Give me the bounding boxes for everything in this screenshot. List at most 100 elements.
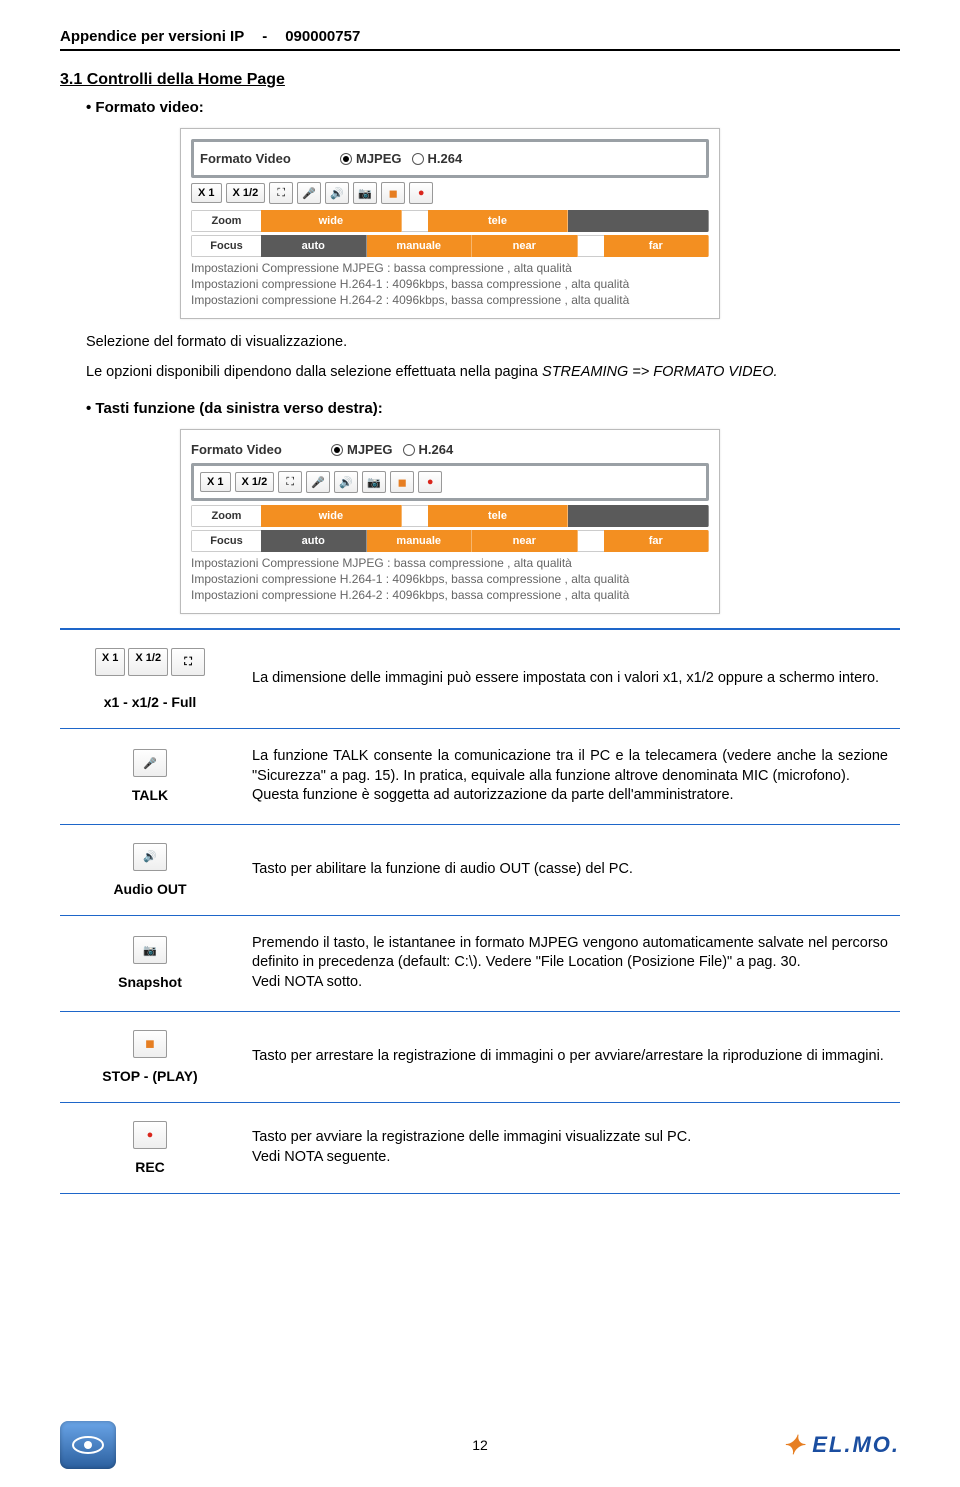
row-x1-btn2[interactable]: X 1/2 (128, 648, 168, 676)
row-talk-icon[interactable]: 🎤 (133, 749, 167, 777)
radio-mjpeg-label-2: MJPEG (347, 442, 393, 457)
focus-auto-2[interactable]: auto (261, 530, 367, 552)
zoom-label: Zoom (191, 210, 261, 232)
zoom-tele-2[interactable]: tele (428, 505, 569, 527)
table-row-stop: ◼ STOP - (PLAY) Tasto per arrestare la r… (60, 1011, 900, 1102)
zoom-bar[interactable]: Zoom wide tele (191, 210, 709, 232)
panel2-highlight-box: X 1 X 1/2 ⛶ 🎤 🔊 📷 ◼ ● (191, 463, 709, 501)
header-title: Appendice per versioni IP (60, 28, 244, 45)
focus-bar[interactable]: Focus auto manuale near far (191, 235, 709, 257)
row-audio-label: Audio OUT (113, 881, 186, 897)
panel1-info1: Impostazioni Compressione MJPEG : bassa … (191, 260, 709, 276)
para-opzioni: Le opzioni disponibili dipendono dalla s… (86, 363, 900, 383)
functions-table: X 1 X 1/2 ⛶ x1 - x1/2 - Full La dimensio… (60, 628, 900, 1193)
focus-manuale-2[interactable]: manuale (367, 530, 473, 552)
page-number: 12 (472, 1437, 488, 1453)
stop-icon[interactable]: ◼ (381, 182, 405, 204)
table-row-audio: 🔊 Audio OUT Tasto per abilitare la funzi… (60, 824, 900, 915)
zoom-wide[interactable]: wide (261, 210, 402, 232)
para2-b: STREAMING => FORMATO VIDEO. (542, 364, 778, 380)
zoom-knob-2[interactable] (402, 505, 428, 527)
speaker-icon-2[interactable]: 🔊 (334, 471, 358, 493)
focus-far[interactable]: far (604, 235, 710, 257)
section-title: 3.1 Controlli della Home Page (60, 71, 900, 89)
x1-button-2[interactable]: X 1 (200, 472, 231, 492)
focus-near-2[interactable]: near (472, 530, 578, 552)
table-row-snapshot: 📷 Snapshot Premendo il tasto, le istanta… (60, 915, 900, 1011)
focus-knob[interactable] (578, 235, 604, 257)
settings-panel-1: Formato Video MJPEG H.264 X 1 X 1/2 ⛶ 🎤 … (180, 128, 720, 319)
row-stop-label: STOP - (PLAY) (102, 1068, 197, 1084)
zoom-knob[interactable] (402, 210, 428, 232)
row-x1-buttons: X 1 X 1/2 ⛶ (95, 648, 205, 676)
row-talk-desc1: La funzione TALK consente la comunicazio… (252, 747, 888, 786)
speaker-icon[interactable]: 🔊 (325, 182, 349, 204)
zoom-bar-2[interactable]: Zoom wide tele (191, 505, 709, 527)
x12-button-2[interactable]: X 1/2 (235, 472, 275, 492)
rec-icon[interactable]: ● (409, 182, 433, 204)
row-rec-desc1: Tasto per avviare la registrazione delle… (252, 1128, 888, 1148)
row-x1-full-icon[interactable]: ⛶ (171, 648, 205, 676)
para-selezione: Selezione del formato di visualizzazione… (86, 333, 900, 353)
row-snapshot-desc2: Vedi NOTA sotto. (252, 973, 888, 993)
elmo-text: EL.MO. (812, 1432, 900, 1458)
eye-logo-icon (60, 1421, 116, 1469)
focus-bar-2[interactable]: Focus auto manuale near far (191, 530, 709, 552)
row-audio-desc: Tasto per abilitare la funzione di audio… (252, 860, 888, 880)
focus-far-2[interactable]: far (604, 530, 710, 552)
focus-manuale[interactable]: manuale (367, 235, 473, 257)
focus-knob-2[interactable] (578, 530, 604, 552)
focus-label-2: Focus (191, 530, 261, 552)
row-talk-label: TALK (132, 787, 168, 803)
radio-h264-label: H.264 (428, 151, 463, 166)
formato-label: Formato Video (200, 151, 330, 166)
bullet-formato: • Formato video: (86, 99, 900, 116)
elmo-logo: ✦ EL.MO. (782, 1430, 900, 1461)
radio-h264-label-2: H.264 (419, 442, 454, 457)
panel1-highlight-box: Formato Video MJPEG H.264 (191, 139, 709, 178)
radio-mjpeg-2[interactable] (331, 444, 343, 456)
camera-icon[interactable]: 📷 (353, 182, 377, 204)
focus-auto[interactable]: auto (261, 235, 367, 257)
row-rec-icon[interactable]: ● (133, 1121, 167, 1149)
zoom-wide-2[interactable]: wide (261, 505, 402, 527)
panel2-info1: Impostazioni Compressione MJPEG : bassa … (191, 555, 709, 571)
row-snapshot-icon[interactable]: 📷 (133, 936, 167, 964)
zoom-fill-2 (568, 505, 709, 527)
stop-icon-2[interactable]: ◼ (390, 471, 414, 493)
row-audio-icon[interactable]: 🔊 (133, 843, 167, 871)
fullscreen-icon[interactable]: ⛶ (269, 182, 293, 204)
fullscreen-icon-2[interactable]: ⛶ (278, 471, 302, 493)
table-row-rec: ● REC Tasto per avviare la registrazione… (60, 1102, 900, 1193)
row-snapshot-label: Snapshot (118, 974, 182, 990)
row-stop-icon[interactable]: ◼ (133, 1030, 167, 1058)
para2-a: Le opzioni disponibili dipendono dalla s… (86, 364, 542, 380)
radio-h264[interactable] (412, 153, 424, 165)
row-stop-desc: Tasto per arrestare la registrazione di … (252, 1047, 888, 1067)
mic-icon[interactable]: 🎤 (297, 182, 321, 204)
row-x1-btn1[interactable]: X 1 (95, 648, 126, 676)
radio-mjpeg[interactable] (340, 153, 352, 165)
header-dash: - (262, 28, 267, 45)
row-rec-label: REC (135, 1159, 165, 1175)
bullet-tasti: • Tasti funzione (da sinistra verso dest… (86, 400, 900, 417)
header-rule (60, 49, 900, 51)
panel2-info3: Impostazioni compressione H.264-2 : 4096… (191, 587, 709, 603)
radio-h264-2[interactable] (403, 444, 415, 456)
rec-icon-2[interactable]: ● (418, 471, 442, 493)
zoom-tele[interactable]: tele (428, 210, 569, 232)
x1-button[interactable]: X 1 (191, 183, 222, 203)
panel1-info2: Impostazioni compressione H.264-1 : 4096… (191, 276, 709, 292)
header: Appendice per versioni IP - 090000757 (60, 28, 900, 45)
mic-icon-2[interactable]: 🎤 (306, 471, 330, 493)
swirl-icon: ✦ (782, 1430, 806, 1461)
x12-button[interactable]: X 1/2 (226, 183, 266, 203)
table-row-talk: 🎤 TALK La funzione TALK consente la comu… (60, 729, 900, 825)
zoom-label-2: Zoom (191, 505, 261, 527)
formato-label-2: Formato Video (191, 442, 321, 457)
focus-near[interactable]: near (472, 235, 578, 257)
focus-label: Focus (191, 235, 261, 257)
camera-icon-2[interactable]: 📷 (362, 471, 386, 493)
footer: 12 ✦ EL.MO. (0, 1421, 960, 1469)
panel2-info2: Impostazioni compressione H.264-1 : 4096… (191, 571, 709, 587)
